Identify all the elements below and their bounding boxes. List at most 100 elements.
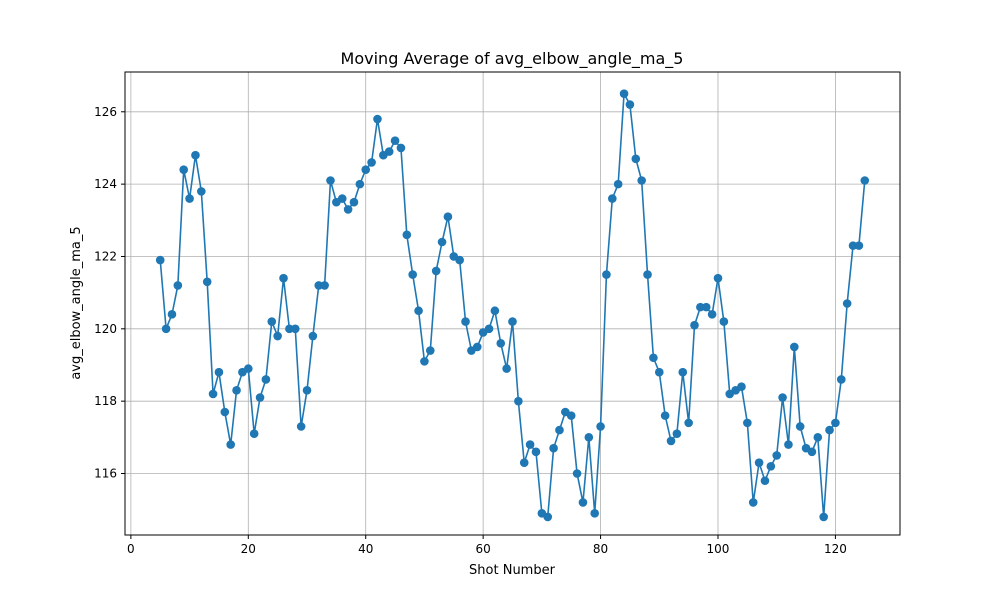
data-point (337, 194, 347, 203)
data-point (719, 317, 729, 326)
data-point (343, 205, 353, 214)
data-point (361, 165, 371, 174)
data-point (161, 324, 171, 334)
y-tick-label: 118 (94, 394, 117, 408)
data-point (349, 197, 359, 207)
axes: 0 20 40 60 80 100 120 116 118 120 122 124 126 (94, 71, 901, 556)
data-point (197, 187, 206, 196)
data-point (555, 425, 564, 435)
data-point (232, 386, 241, 395)
data-point (302, 386, 312, 395)
data-point (766, 461, 776, 471)
data-point (267, 317, 277, 326)
data-point (784, 440, 793, 449)
data-point (408, 270, 417, 279)
data-point (490, 306, 500, 316)
data-point (578, 498, 588, 507)
data-point (308, 331, 318, 341)
data-point (660, 411, 670, 420)
data-point (273, 331, 282, 341)
data-point (643, 270, 652, 279)
data-point (619, 89, 629, 99)
data-point (173, 281, 183, 290)
data-point (402, 230, 412, 240)
data-point (854, 241, 864, 250)
data-point (602, 270, 611, 279)
data-point (484, 324, 494, 334)
data-point (519, 458, 529, 467)
data-point (649, 353, 658, 363)
data-point (243, 364, 253, 373)
data-point (713, 273, 723, 283)
data-point (748, 498, 758, 507)
data-point (790, 342, 799, 352)
data-point (836, 375, 846, 384)
data-point (255, 393, 265, 402)
data-point (355, 179, 365, 189)
x-tick-label: 40 (358, 542, 373, 556)
series-line (159, 92, 866, 518)
data-point (472, 342, 482, 352)
x-axis-label: Shot Number (469, 563, 556, 578)
data-point (431, 266, 441, 276)
data-point (420, 357, 429, 366)
data-point (461, 317, 470, 326)
data-point (437, 237, 447, 247)
data-point (508, 317, 517, 326)
data-point (525, 440, 535, 449)
data-point (860, 176, 870, 185)
x-tick-label: 20 (241, 542, 256, 556)
data-point (226, 440, 235, 449)
data-point (167, 310, 177, 319)
data-point (566, 411, 576, 420)
y-tick-label: 126 (94, 105, 117, 119)
data-point (590, 508, 599, 518)
y-tick-label: 116 (94, 467, 117, 481)
data-point (678, 367, 688, 377)
data-point (743, 418, 752, 428)
data-point (296, 422, 306, 431)
data-point (795, 422, 805, 431)
data-point (290, 324, 300, 334)
data-point (279, 273, 288, 283)
data-point (631, 154, 641, 164)
data-point (637, 176, 646, 185)
data-point (690, 320, 699, 330)
data-point (214, 367, 224, 377)
x-tick-label: 0 (127, 542, 135, 556)
data-point (754, 458, 764, 467)
data-point (813, 433, 823, 442)
x-tick-label: 100 (707, 542, 730, 556)
data-point (208, 389, 218, 399)
data-point (772, 451, 782, 460)
data-point (842, 299, 852, 308)
data-point (531, 447, 541, 457)
data-point (326, 176, 335, 185)
data-point (613, 179, 623, 189)
data-point (426, 346, 435, 355)
data-point (502, 364, 511, 373)
data-point (514, 396, 523, 406)
data-point (549, 443, 558, 453)
data-point (672, 429, 682, 439)
data-point (367, 158, 376, 167)
data-point (819, 512, 828, 522)
data-series (155, 89, 870, 522)
data-point (220, 407, 230, 417)
data-point (778, 393, 787, 402)
data-point (543, 512, 553, 522)
data-point (760, 476, 770, 486)
data-point (737, 382, 746, 391)
data-point (261, 375, 271, 384)
data-point (390, 136, 400, 146)
data-point (249, 429, 259, 439)
plot-frame (124, 71, 901, 536)
data-point (185, 194, 194, 203)
y-tick-label: 120 (94, 322, 117, 336)
grid (125, 72, 900, 535)
data-point (414, 306, 423, 316)
y-tick-label: 122 (94, 249, 117, 263)
data-point (396, 143, 406, 153)
